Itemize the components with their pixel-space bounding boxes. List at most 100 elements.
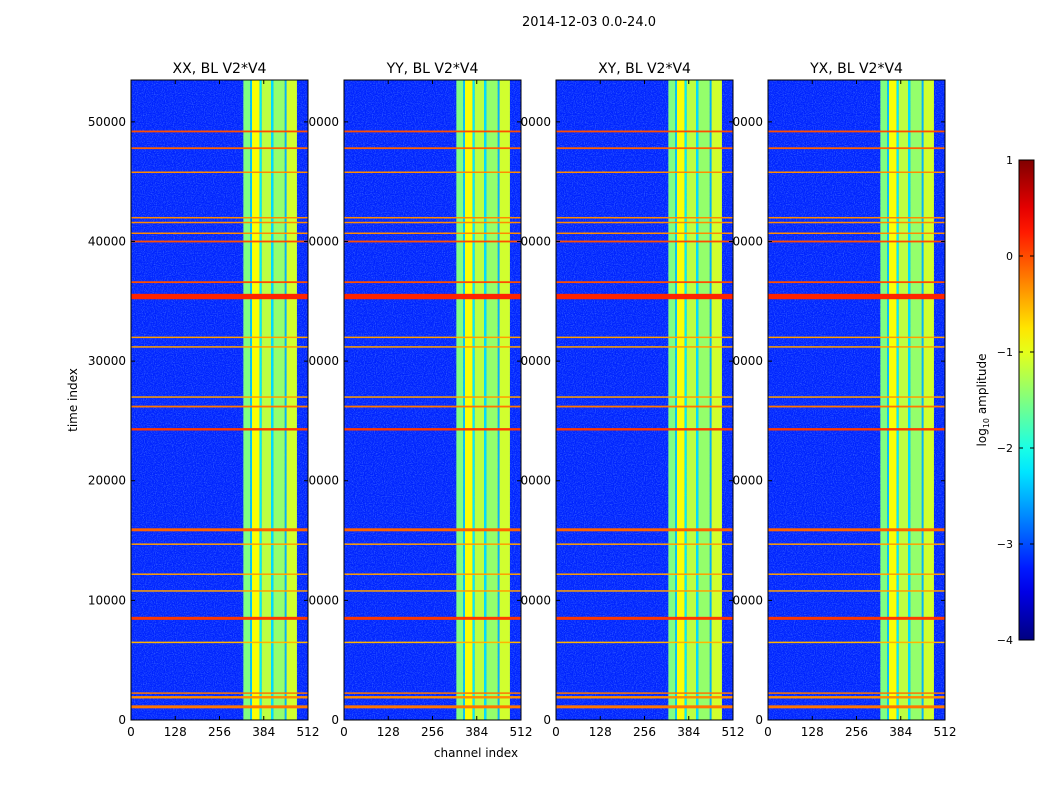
rfi-line-14 <box>131 293 308 300</box>
rfi-line-11 <box>556 396 733 398</box>
signal-band-1 <box>887 80 889 720</box>
y-tick-label: 20000 <box>88 474 126 488</box>
signal-band-8 <box>286 80 297 720</box>
signal-band-4 <box>261 80 272 720</box>
signal-band-5 <box>271 80 274 720</box>
rfi-line-2 <box>344 692 521 694</box>
rfi-line-8 <box>768 528 945 532</box>
rfi-line-4 <box>768 616 945 620</box>
rfi-line-15 <box>344 281 521 284</box>
rfi-line-18 <box>768 221 945 224</box>
signal-band-3 <box>896 80 899 720</box>
rfi-line-16 <box>768 240 945 243</box>
rfi-line-7 <box>556 543 733 545</box>
signal-band-7 <box>709 80 712 720</box>
rfi-line-3 <box>768 641 945 644</box>
y-tick-label: 0000 <box>308 115 339 129</box>
rfi-line-0 <box>556 705 733 709</box>
x-tick-label: 512 <box>297 725 320 739</box>
rfi-line-2 <box>556 692 733 694</box>
rfi-line-8 <box>131 528 308 532</box>
rfi-line-18 <box>131 221 308 224</box>
x-tick-label: 384 <box>465 725 488 739</box>
rfi-line-11 <box>768 396 945 398</box>
rfi-line-17 <box>556 232 733 235</box>
rfi-line-13 <box>131 336 308 339</box>
signal-band-7 <box>497 80 500 720</box>
colorbar: 1 0 −1 −2 −3 −4 log10 amplitude <box>975 154 1035 647</box>
rfi-line-6 <box>131 573 308 575</box>
rfi-line-14 <box>768 293 945 300</box>
signal-band-0 <box>243 80 251 720</box>
signal-band-5 <box>908 80 911 720</box>
rfi-line-9 <box>768 428 945 431</box>
y-tick-label: 0 <box>118 713 126 727</box>
y-tick-label: 0000 <box>732 234 763 248</box>
signal-band-1 <box>675 80 677 720</box>
y-tick-label: 0000 <box>308 593 339 607</box>
y-tick-label: 0000 <box>308 234 339 248</box>
signal-band-1 <box>250 80 252 720</box>
rfi-line-16 <box>131 240 308 243</box>
rfi-line-20 <box>556 171 733 174</box>
panel-title: XX, BL V2*V4 <box>173 61 267 77</box>
rfi-line-8 <box>556 528 733 532</box>
signal-band-0 <box>880 80 888 720</box>
signal-band-3 <box>684 80 687 720</box>
rfi-line-14 <box>556 293 733 300</box>
rfi-line-22 <box>556 130 733 133</box>
signal-band-2 <box>676 80 685 720</box>
rfi-line-1 <box>768 696 945 699</box>
rfi-line-5 <box>556 590 733 592</box>
signal-band-2 <box>464 80 473 720</box>
rfi-line-18 <box>344 221 521 224</box>
rfi-line-18 <box>556 221 733 224</box>
y-tick-label: 0 <box>331 713 339 727</box>
x-tick-label: 512 <box>934 725 957 739</box>
x-tick-label: 512 <box>722 725 745 739</box>
rfi-line-10 <box>768 405 945 408</box>
rfi-line-1 <box>344 696 521 699</box>
heatmap-cells <box>131 80 308 720</box>
rfi-line-3 <box>131 641 308 644</box>
signal-band-0 <box>668 80 676 720</box>
rfi-line-13 <box>768 336 945 339</box>
colorbar-tick-label: −4 <box>997 634 1013 647</box>
signal-band-4 <box>474 80 485 720</box>
rfi-line-19 <box>556 216 733 219</box>
panel-1: YY, BL V2*V40 128 256 384 512000000000000000… <box>308 61 532 739</box>
signal-band-2 <box>888 80 897 720</box>
signal-band-3 <box>259 80 262 720</box>
colorbar-gradient <box>1018 159 1035 641</box>
rfi-line-2 <box>768 692 945 694</box>
y-tick-label: 40000 <box>88 234 126 248</box>
rfi-line-8 <box>344 528 521 532</box>
panels-group: XX, BL V2*V4 0 128 256 384 512 0 10000 20000 3000… <box>88 61 957 739</box>
colorbar-tick-label: 0 <box>1006 250 1013 263</box>
rfi-line-13 <box>556 336 733 339</box>
rfi-line-20 <box>768 171 945 174</box>
panel-title: XY, BL V2*V4 <box>598 61 691 77</box>
rfi-line-12 <box>556 346 733 348</box>
signal-band-0 <box>456 80 464 720</box>
rfi-line-14 <box>344 293 521 300</box>
rfi-line-19 <box>768 216 945 219</box>
colorbar-label: log10 amplitude <box>975 354 991 447</box>
rfi-line-22 <box>768 130 945 133</box>
rfi-line-6 <box>344 573 521 575</box>
rfi-line-12 <box>344 346 521 348</box>
rfi-line-17 <box>131 232 308 235</box>
y-tick-label: 0000 <box>308 354 339 368</box>
x-tick-label: 0 <box>127 725 135 739</box>
rfi-line-2 <box>131 692 308 694</box>
rfi-line-15 <box>768 281 945 284</box>
x-tick-label: 256 <box>633 725 656 739</box>
figure-title: 2014-12-03 0.0-24.0 <box>522 15 656 30</box>
signal-band-4 <box>898 80 909 720</box>
x-tick-label: 384 <box>889 725 912 739</box>
rfi-line-1 <box>131 696 308 699</box>
rfi-line-7 <box>768 543 945 545</box>
signal-band-6 <box>910 80 922 720</box>
rfi-line-22 <box>344 130 521 133</box>
